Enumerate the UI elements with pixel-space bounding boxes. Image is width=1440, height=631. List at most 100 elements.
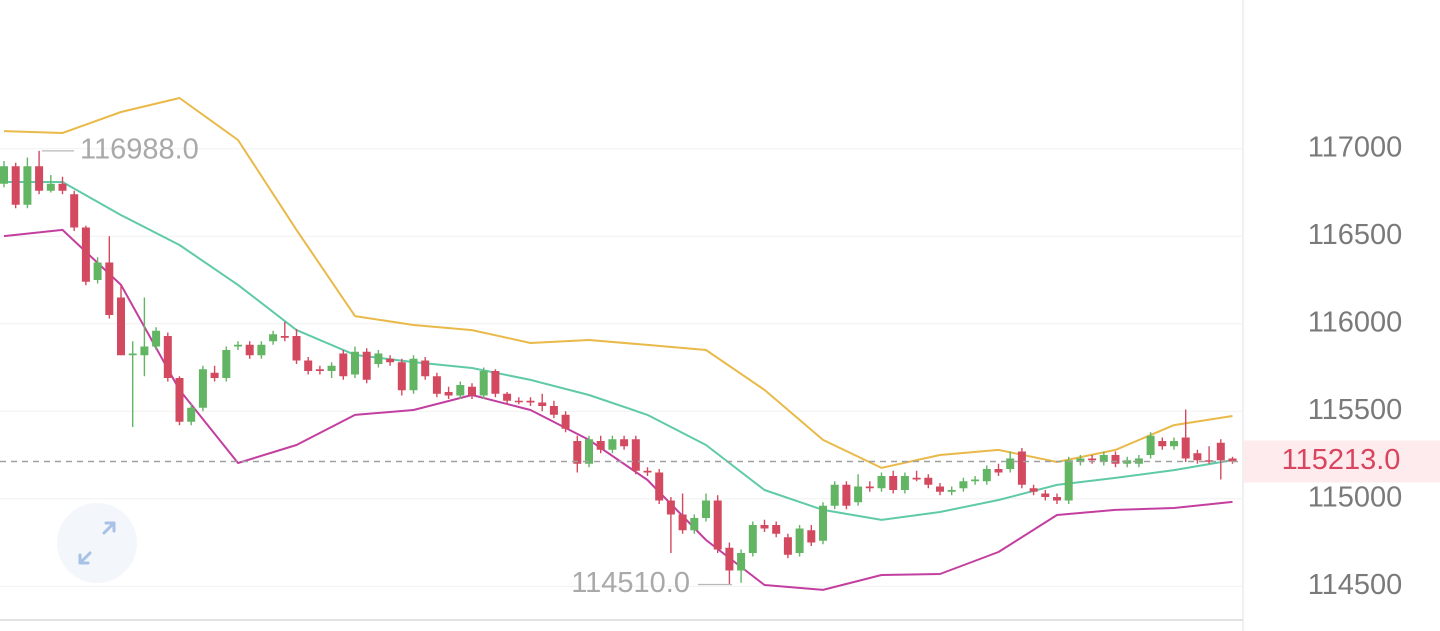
candle-body	[503, 393, 512, 401]
candle-body	[1205, 460, 1214, 462]
candle-body	[222, 350, 231, 378]
candle-body	[620, 439, 629, 447]
candle-body	[245, 344, 254, 356]
candle-body	[959, 481, 968, 489]
candle-body	[35, 166, 44, 191]
candle-body	[1146, 435, 1155, 455]
expand-button-bg	[57, 503, 137, 583]
last-price-label: 115213.0	[1282, 444, 1401, 476]
candle-body	[0, 166, 8, 184]
candle-body	[23, 166, 32, 205]
y-tick-label: 115500	[1308, 394, 1403, 426]
candle-body	[713, 500, 722, 550]
candle-body	[58, 183, 67, 191]
candle-body	[1029, 488, 1038, 492]
candle-body	[11, 166, 20, 205]
candle-body	[339, 353, 348, 377]
candle-body	[666, 500, 675, 515]
candle-body	[386, 358, 395, 363]
candle-body	[573, 441, 582, 464]
candle-body	[421, 360, 430, 377]
candle-body	[690, 518, 699, 531]
candle-body	[269, 334, 278, 342]
candle-body	[163, 336, 172, 378]
candle-body	[807, 530, 816, 543]
candle-body	[1053, 497, 1061, 501]
candle-body	[795, 528, 804, 553]
candle-body	[549, 406, 558, 415]
candle-body	[468, 386, 476, 396]
candle-body	[538, 402, 547, 406]
y-tick-label: 117000	[1308, 131, 1403, 163]
expand-button[interactable]	[57, 503, 137, 583]
candle-body	[783, 537, 792, 555]
y-tick-label: 116000	[1308, 306, 1403, 338]
candle-body	[351, 351, 359, 375]
candle-body	[854, 486, 863, 503]
candle-body	[140, 346, 149, 356]
candle-body	[947, 490, 956, 492]
candle-body	[1088, 458, 1097, 461]
candle-body	[1006, 458, 1015, 469]
candle-body	[70, 194, 79, 228]
candle-body	[900, 476, 909, 490]
candle-body	[117, 297, 125, 356]
candle-body	[1170, 441, 1178, 447]
band-line	[3, 97, 1233, 469]
candle-body	[760, 525, 769, 529]
candle-body	[1017, 451, 1026, 485]
candle-body	[596, 441, 605, 450]
candle-body	[1064, 460, 1073, 501]
candle-body	[81, 227, 90, 282]
candle-body	[830, 484, 839, 506]
candle-body	[865, 486, 874, 489]
candle-body	[702, 500, 710, 518]
band-line	[3, 228, 1233, 591]
candle-body	[1099, 455, 1108, 462]
candle-body	[46, 183, 55, 191]
candle-body	[1111, 455, 1120, 464]
y-tick-label: 114500	[1308, 569, 1403, 601]
candle-body	[526, 400, 535, 403]
candle-body	[725, 547, 734, 571]
candle-body	[315, 369, 324, 371]
candle-body	[128, 353, 137, 356]
candle-body	[608, 439, 617, 450]
candle-body	[1193, 453, 1202, 461]
candle-body	[444, 392, 453, 396]
candle-body	[631, 439, 640, 471]
candle-body	[772, 525, 781, 534]
candle-body	[304, 360, 313, 371]
candle-body	[210, 372, 219, 378]
candle-body	[924, 477, 933, 485]
candle-body	[432, 376, 441, 394]
candle-body	[655, 472, 664, 501]
candle-body	[456, 385, 465, 396]
candle-body	[93, 262, 102, 280]
candle-body	[889, 476, 898, 490]
annotation-label: 116988.0	[80, 134, 199, 166]
candle-body	[187, 407, 196, 422]
annotation-label: 114510.0	[571, 567, 690, 599]
candle-body	[643, 470, 652, 473]
candle-body	[842, 484, 851, 506]
y-tick-label: 116500	[1308, 219, 1403, 251]
candle-body	[175, 378, 184, 422]
candle-body	[1158, 441, 1167, 447]
candle-body	[292, 336, 301, 361]
candle-body	[362, 351, 371, 380]
candle-body	[971, 479, 980, 482]
candle-body	[877, 476, 886, 489]
candle-body	[678, 514, 687, 531]
candle-body	[994, 469, 1003, 473]
candle-body	[514, 400, 523, 403]
last-price-tag	[1244, 440, 1440, 483]
candle-body	[257, 344, 266, 356]
candle-body	[105, 262, 114, 315]
candle-body	[479, 371, 488, 396]
candle-body	[397, 362, 406, 391]
candle-body	[1216, 442, 1225, 461]
candle-body	[748, 525, 757, 553]
candle-body	[936, 486, 944, 492]
